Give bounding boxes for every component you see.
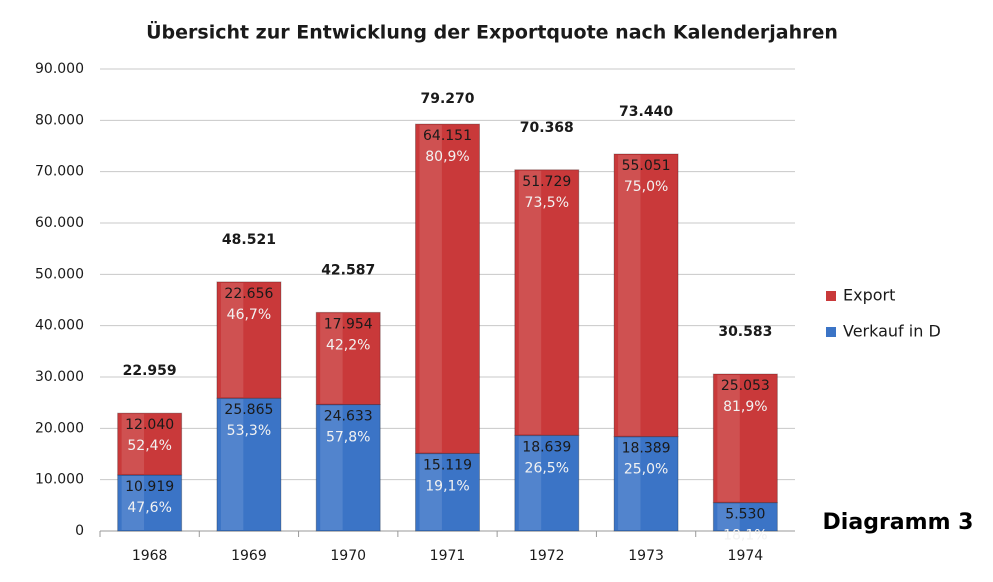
total-label: 73.440: [619, 104, 673, 120]
total-label: 42.587: [321, 262, 375, 278]
value-label: 18.639: [522, 439, 571, 455]
bar-segment: [514, 434, 580, 532]
bar-segment: [613, 436, 679, 532]
bar-segment: [415, 452, 480, 532]
bar-highlight: [320, 405, 343, 530]
share-label: 47,6%: [127, 500, 171, 516]
value-label: 25.053: [721, 378, 770, 394]
share-label: 25,0%: [624, 462, 668, 478]
x-tick-label: 1973: [628, 548, 664, 564]
share-label: 46,7%: [227, 307, 271, 323]
x-tick-label: 1972: [529, 548, 565, 564]
value-label: 55.051: [622, 158, 671, 174]
chart-title: Übersicht zur Entwicklung der Exportquot…: [146, 20, 838, 44]
bar-highlight: [121, 475, 145, 530]
value-label: 24.633: [324, 409, 373, 425]
share-label: 42,2%: [326, 337, 370, 353]
x-tick-label: 1971: [430, 548, 466, 564]
bar-highlight: [518, 170, 542, 435]
value-label: 5.530: [725, 507, 765, 523]
bar-segment: [613, 153, 679, 438]
bar-highlight: [717, 503, 740, 530]
share-label: 81,9%: [723, 399, 767, 415]
share-label: 18,1%: [723, 528, 767, 544]
value-label: 51.729: [522, 174, 571, 190]
bar-highlight: [518, 436, 542, 530]
legend-label: Export: [843, 286, 895, 305]
bar-highlight: [320, 313, 343, 404]
bar-highlight: [220, 399, 244, 530]
bar-segment: [712, 373, 778, 504]
y-tick-label: 0: [75, 523, 84, 539]
bar-highlight: [419, 125, 442, 453]
share-label: 19,1%: [425, 478, 469, 494]
bar-segment: [117, 474, 183, 532]
y-tick-label: 30.000: [35, 369, 84, 385]
x-tick-label: 1969: [231, 548, 267, 564]
total-label: 48.521: [222, 232, 276, 248]
value-label: 64.151: [423, 128, 472, 144]
annotation: Diagramm 3: [823, 510, 974, 535]
bar-segment: [315, 404, 381, 532]
x-tick-label: 1970: [330, 548, 366, 564]
value-label: 12.040: [125, 417, 174, 433]
legend-swatch: [826, 291, 836, 301]
y-tick-label: 20.000: [35, 420, 84, 436]
share-label: 57,8%: [326, 430, 370, 446]
y-tick-label: 80.000: [35, 112, 84, 128]
total-label: 70.368: [520, 120, 574, 136]
share-label: 80,9%: [425, 149, 469, 165]
bar-highlight: [121, 414, 145, 474]
share-label: 75,0%: [624, 179, 668, 195]
x-tick-label: 1968: [132, 548, 168, 564]
share-label: 52,4%: [127, 438, 171, 454]
legend-label: Verkauf in D: [843, 322, 941, 341]
y-tick-label: 10.000: [35, 472, 84, 488]
share-label: 26,5%: [525, 460, 569, 476]
y-tick-label: 40.000: [35, 318, 84, 334]
value-label: 10.919: [125, 479, 174, 495]
y-tick-label: 90.000: [35, 61, 84, 77]
total-label: 79.270: [420, 91, 474, 107]
y-tick-label: 70.000: [35, 164, 84, 180]
bar-highlight: [618, 155, 641, 436]
bar-highlight: [618, 437, 641, 530]
value-label: 17.954: [324, 316, 373, 332]
bar-segment: [415, 123, 480, 454]
bar-segment: [117, 412, 183, 476]
x-tick-label: 1974: [728, 548, 764, 564]
y-tick-label: 60.000: [35, 215, 84, 231]
share-label: 53,3%: [227, 423, 271, 439]
share-label: 73,5%: [525, 195, 569, 211]
legend-swatch: [826, 327, 836, 337]
y-tick-label: 50.000: [35, 266, 84, 282]
bar-segment: [315, 311, 381, 406]
total-label: 30.583: [718, 324, 772, 340]
value-label: 18.389: [622, 441, 671, 457]
total-label: 22.959: [123, 363, 177, 379]
bar-highlight: [717, 375, 740, 502]
bar-segment: [514, 169, 580, 436]
bar-segment: [216, 281, 282, 399]
bar-highlight: [419, 454, 442, 530]
bar-highlight: [220, 282, 244, 398]
value-label: 25.865: [224, 402, 273, 418]
value-label: 15.119: [423, 457, 472, 473]
value-label: 22.656: [224, 286, 273, 302]
